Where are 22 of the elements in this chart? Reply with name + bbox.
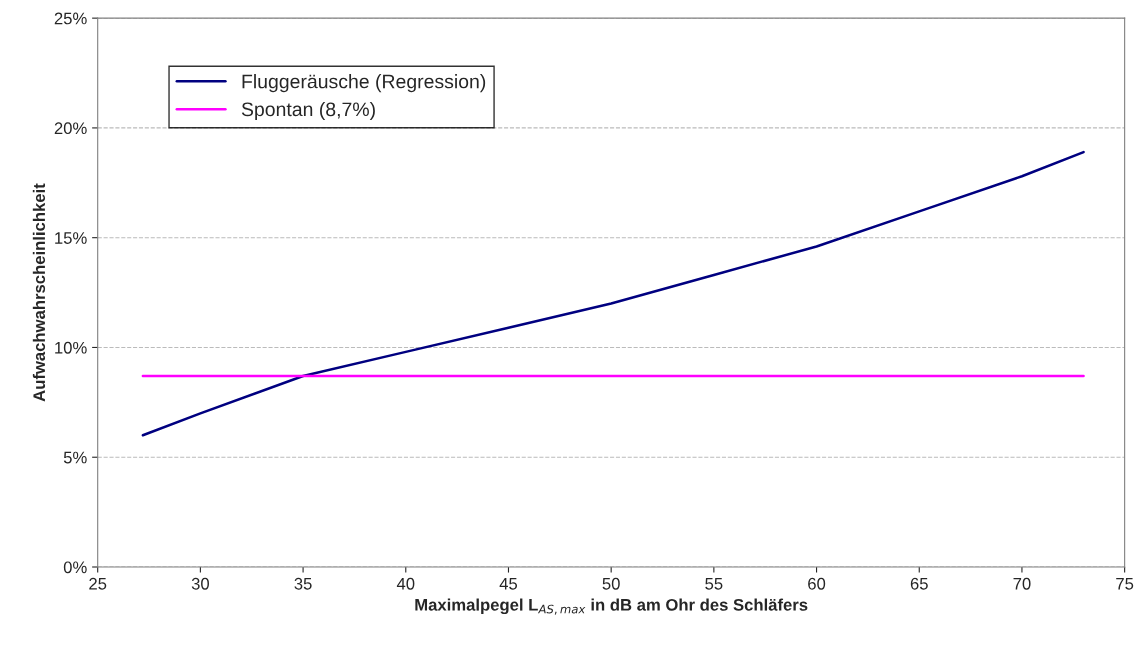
x-tick-label: 65 <box>910 577 928 590</box>
x-tick-label: 60 <box>808 577 826 590</box>
y-tick-label: 15% <box>55 232 87 244</box>
y-tick-label: 5% <box>63 451 87 464</box>
x-tick-label: 50 <box>602 577 620 590</box>
y-tick-label: 10% <box>55 341 87 354</box>
legend-label: Spontan (8,7%) <box>241 101 375 121</box>
x-tick-label: 45 <box>499 578 518 590</box>
y-tick-label: 0% <box>63 561 87 574</box>
legend-label: Fluggeräusche (Regression) <box>242 74 486 93</box>
x-tick-label: 55 <box>705 578 723 590</box>
x-tick-label: 40 <box>396 577 415 590</box>
y-tick-label: 20% <box>54 122 87 135</box>
x-axis-title: Maximalpegel L$_{AS,max}$ in dB am Ohr des Schläfers <box>415 598 808 615</box>
x-tick-label: 30 <box>191 577 210 590</box>
y-axis-title: Aufwachwahrscheinlichkeit <box>32 183 46 402</box>
line-series <box>141 150 1085 437</box>
x-tick-label: 25 <box>89 577 107 590</box>
x-tick-label: 70 <box>1013 577 1031 590</box>
x-tick-label: 75 <box>1116 578 1134 590</box>
x-tick-label: 35 <box>294 577 312 590</box>
y-tick-label: 25% <box>54 12 87 25</box>
